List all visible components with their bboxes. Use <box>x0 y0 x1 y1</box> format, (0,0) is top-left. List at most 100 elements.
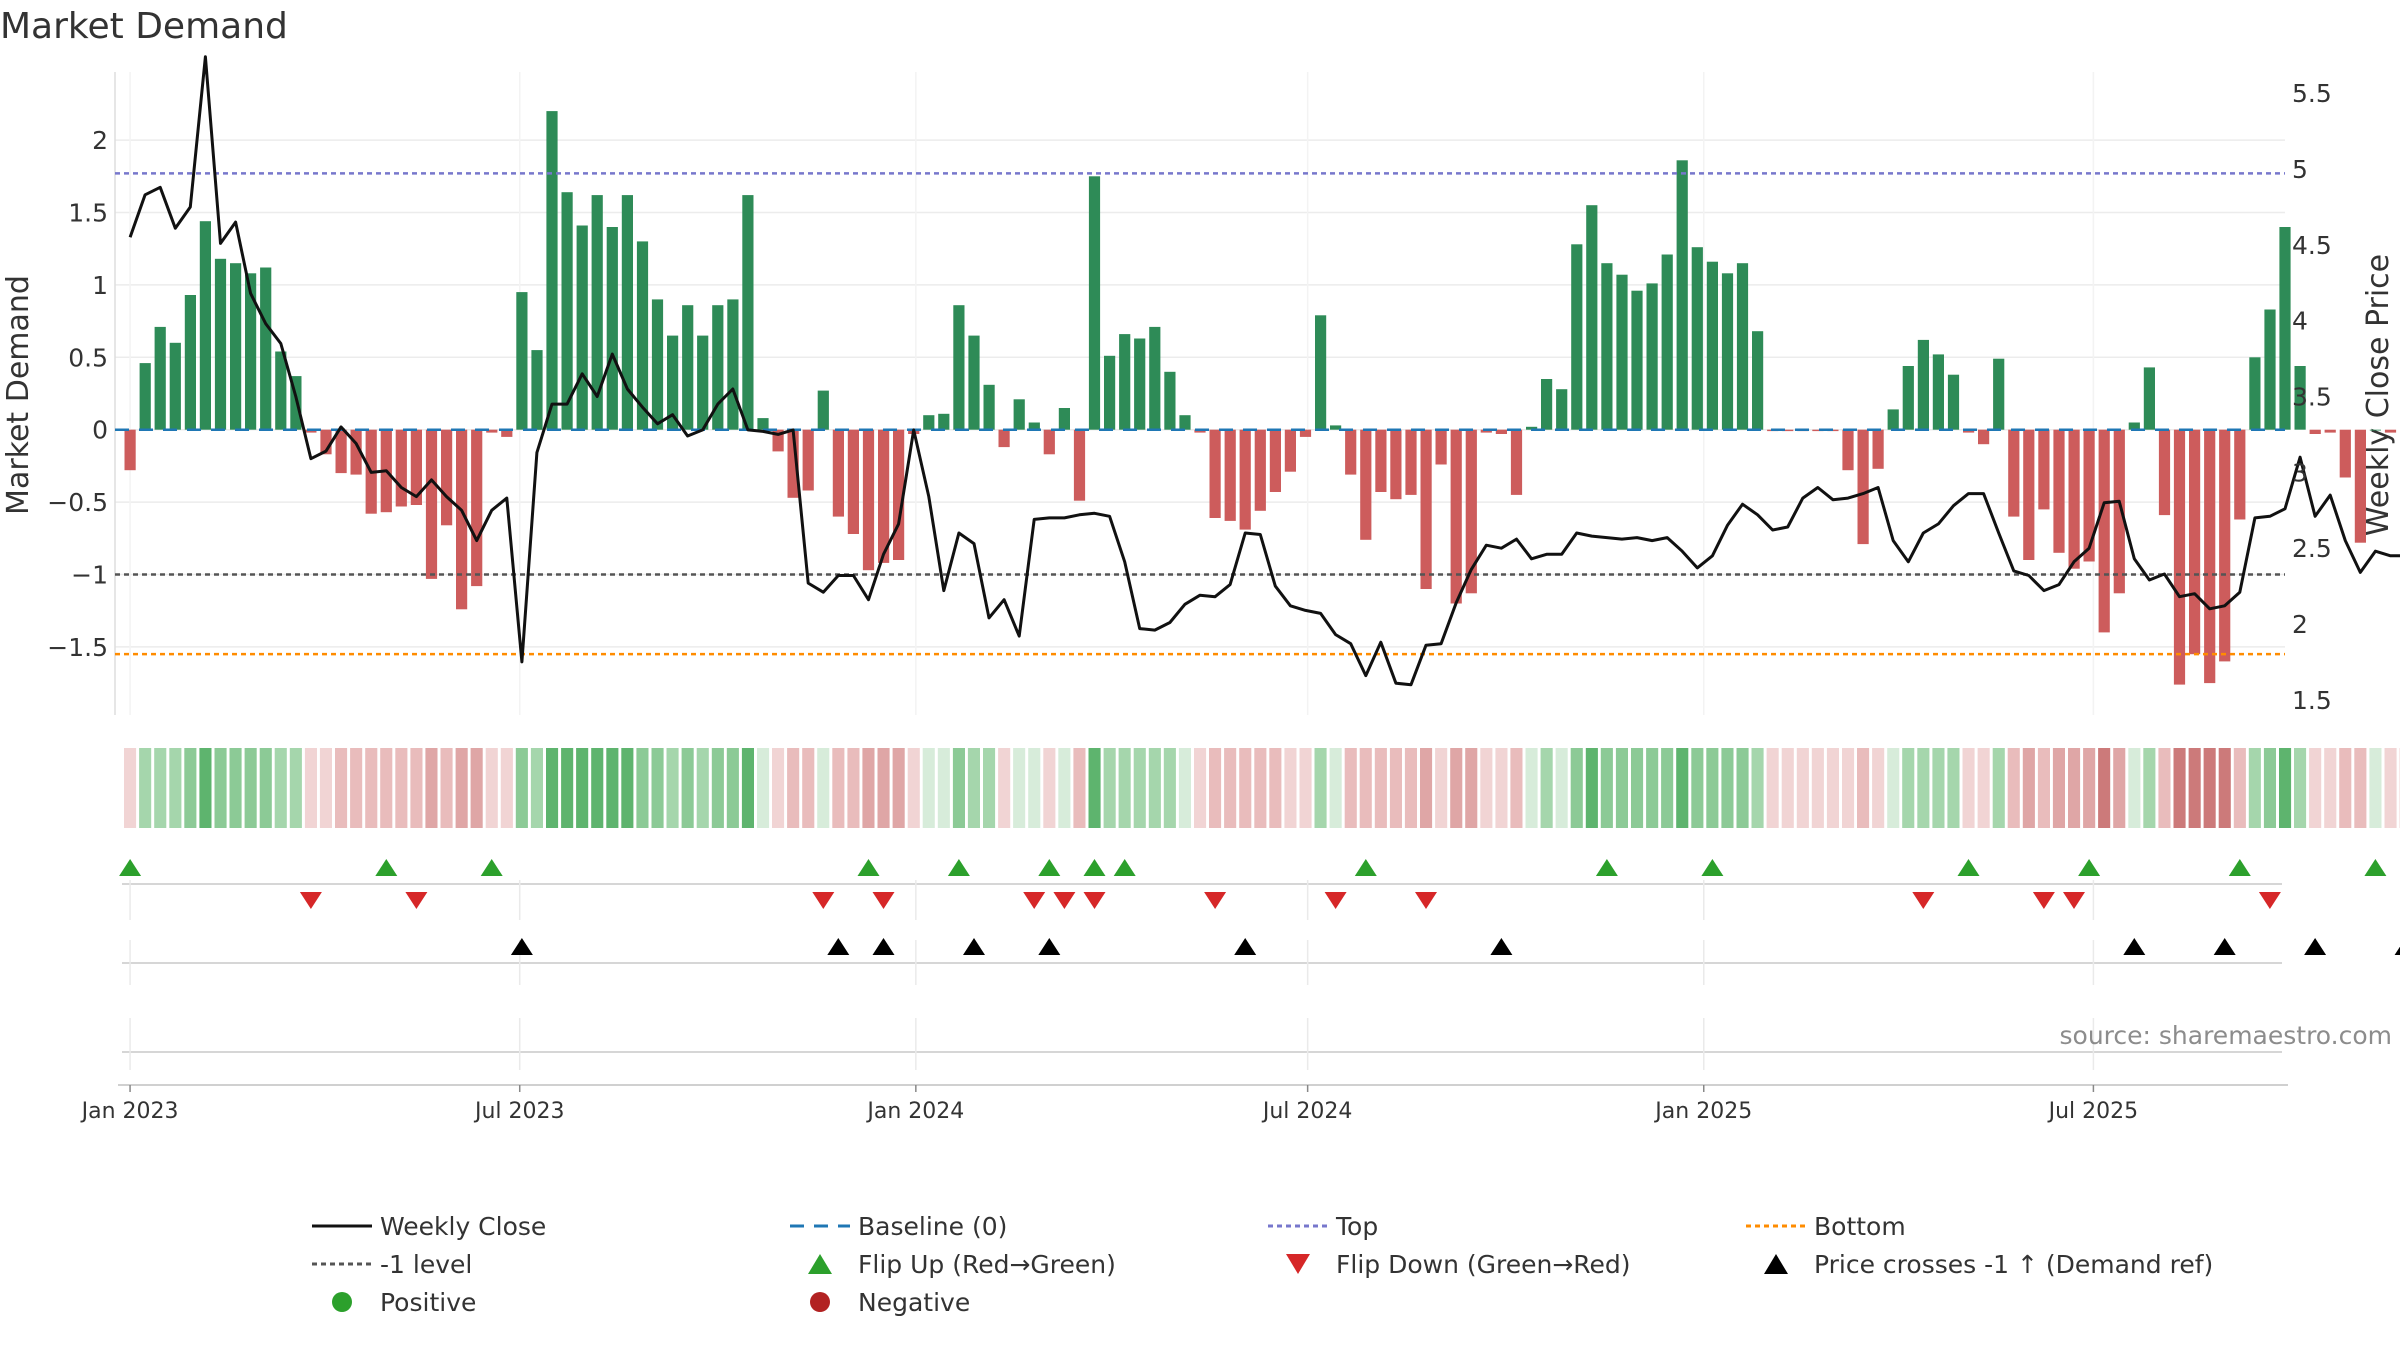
heat-cell <box>2203 748 2216 828</box>
flip-up-marker <box>119 859 142 876</box>
demand-bar <box>2324 429 2336 433</box>
heat-cell <box>2098 748 2111 828</box>
heat-cell <box>1691 748 1704 828</box>
demand-bar <box>320 429 332 455</box>
heat-cell <box>304 748 317 828</box>
x-tick-label: Jan 2025 <box>1653 1099 1752 1124</box>
demand-bar <box>712 305 724 430</box>
heat-cell <box>1947 748 1960 828</box>
demand-bar <box>1299 429 1312 437</box>
heat-cell <box>1480 748 1493 828</box>
demand-bar <box>1932 354 1944 430</box>
heat-cell <box>787 748 800 828</box>
demand-bar <box>2309 429 2321 434</box>
heat-cell <box>1751 748 1764 828</box>
demand-bar <box>2249 357 2261 430</box>
y2-tick-label: 2 <box>2292 610 2308 639</box>
heat-cell <box>2068 748 2081 828</box>
heat-cell <box>561 748 574 828</box>
demand-bar <box>2384 429 2397 433</box>
demand-bar <box>2098 429 2110 633</box>
demand-bar <box>2068 429 2080 569</box>
heat-cell <box>892 748 905 828</box>
legend-item-baseline: Baseline (0) <box>788 1208 1007 1244</box>
demand-bar <box>1978 429 1990 445</box>
circle-icon <box>810 1292 830 1312</box>
flip-up-marker <box>947 859 970 876</box>
demand-bar <box>1315 315 1327 430</box>
y2-tick-label: 3.5 <box>2292 383 2332 412</box>
heat-cell <box>2037 748 2050 828</box>
demand-bar <box>1993 358 2005 430</box>
heat-cell <box>1314 748 1327 828</box>
heat-cell <box>2279 748 2292 828</box>
demand-bar <box>2053 429 2065 553</box>
heat-cell <box>1962 748 1975 828</box>
demand-bar <box>124 429 136 471</box>
heat-cell <box>184 748 197 828</box>
heat-cell <box>1435 748 1448 828</box>
demand-bar <box>2279 227 2291 430</box>
heat-cell <box>319 748 332 828</box>
price-cross-marker <box>2123 938 2146 955</box>
demand-bar <box>1510 429 1523 495</box>
price-cross-marker <box>2394 946 2400 955</box>
demand-bar <box>1420 429 1432 589</box>
heat-cell <box>440 748 453 828</box>
heat-cell <box>1766 748 1779 828</box>
demand-bar <box>2128 422 2140 430</box>
flip-down-marker <box>1053 892 1076 909</box>
price-cross-marker <box>1490 938 1513 955</box>
price-cross-marker <box>963 938 985 955</box>
demand-bar <box>2023 429 2035 560</box>
heat-cell <box>983 748 996 828</box>
heat-cell <box>757 748 770 828</box>
heat-cell <box>952 748 965 828</box>
heat-cell <box>1977 748 1990 828</box>
dash-swatch-icon <box>790 1224 850 1228</box>
demand-bar <box>1345 429 1357 475</box>
heat-cell <box>2294 748 2307 828</box>
x-tick-label: Jul 2024 <box>1261 1099 1353 1124</box>
heat-cell <box>229 748 242 828</box>
demand-bar <box>878 429 890 563</box>
y-tick-label: 0 <box>92 416 108 445</box>
heat-cell <box>772 748 785 828</box>
heat-cell <box>681 748 694 828</box>
demand-bar <box>1752 331 1764 430</box>
heat-cell <box>1209 748 1222 828</box>
y-tick-label: −1 <box>71 561 108 590</box>
heat-cell <box>651 748 664 828</box>
dotted-swatch-icon <box>312 1262 372 1266</box>
heat-cell <box>621 748 634 828</box>
demand-bar <box>1556 389 1568 430</box>
heat-cell <box>1344 748 1357 828</box>
demand-bar <box>1812 429 1824 432</box>
demand-bar <box>1405 429 1417 495</box>
heat-cell <box>1736 748 1749 828</box>
heat-cell <box>1194 748 1207 828</box>
heat-cell <box>365 748 378 828</box>
demand-bar <box>1058 408 1070 430</box>
heat-cell <box>169 748 182 828</box>
y2-tick-label: 4.5 <box>2292 231 2332 260</box>
demand-bar <box>2143 367 2155 430</box>
demand-bar <box>2158 429 2171 516</box>
flip-up-marker <box>2364 859 2387 876</box>
demand-bar <box>1269 429 1281 492</box>
legend: Weekly Close Baseline (0) Top Bottom -1 … <box>310 1208 2260 1328</box>
flip-up-marker <box>480 859 503 876</box>
heat-cell <box>515 748 528 828</box>
heat-cell <box>1631 748 1644 828</box>
demand-bar <box>154 326 166 430</box>
heat-cell <box>862 748 875 828</box>
heat-cell <box>1796 748 1809 828</box>
heat-cell <box>1917 748 1930 828</box>
demand-bar <box>697 335 709 430</box>
heat-cell <box>576 748 589 828</box>
demand-bar <box>1073 429 1086 501</box>
x-tick-label: Jan 2024 <box>865 1099 964 1124</box>
demand-bar <box>1435 429 1447 465</box>
triangle-up-icon <box>1764 1254 1788 1274</box>
heat-cell <box>1133 748 1146 828</box>
